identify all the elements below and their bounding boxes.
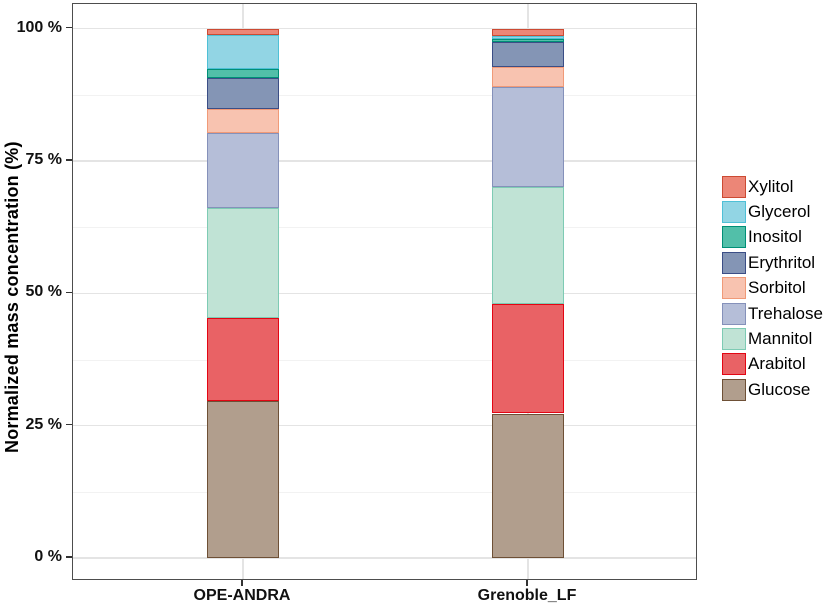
legend-item-sorbitol: Sorbitol (722, 276, 823, 301)
legend-label-glycerol: Glycerol (748, 202, 811, 222)
legend-item-glucose: Glucose (722, 377, 823, 402)
legend: Xylitol Glycerol Inositol Erythritol Sorbito… (722, 174, 823, 403)
bar-segment-grenoble-lf-mannitol (492, 187, 564, 304)
bar-segment-grenoble-lf-inositol (492, 39, 564, 43)
y-axis-tick (66, 159, 72, 161)
legend-label-erythritol: Erythritol (748, 252, 816, 272)
y-tick-label: 0 % (34, 548, 62, 565)
x-axis-tick (241, 580, 243, 586)
bar-segment-grenoble-lf-trehalose (492, 87, 564, 188)
legend-swatch-glycerol (722, 201, 746, 224)
gridline-major-h (73, 160, 696, 162)
legend-swatch-xylitol (722, 175, 746, 198)
gridline-major-h (73, 557, 696, 559)
y-tick-label: 75 % (25, 151, 62, 169)
bar-segment-ope-andra-mannitol (207, 207, 279, 318)
gridline-major-h (73, 292, 696, 295)
legend-item-mannitol: Mannitol (722, 326, 823, 351)
legend-swatch-mannitol (722, 328, 746, 351)
bar-segment-grenoble-lf-glucose (492, 413, 564, 558)
bar-segment-ope-andra-erythritol (207, 77, 279, 110)
gridline-minor-h (73, 227, 696, 229)
gridline-minor-h (73, 94, 696, 96)
gridline-minor-h (73, 491, 696, 493)
legend-label-sorbitol: Sorbitol (748, 278, 806, 298)
gridline-minor-h (73, 359, 696, 361)
y-axis-tick (66, 423, 72, 426)
bar-segment-grenoble-lf-glycerol (492, 35, 564, 40)
bar-segment-grenoble-lf-sorbitol (492, 66, 564, 88)
bar-segment-ope-andra-glucose (207, 400, 279, 558)
x-axis-tick (526, 580, 528, 586)
bar-segment-ope-andra-inositol (207, 68, 279, 78)
legend-label-inositol: Inositol (748, 227, 802, 247)
bar-segment-ope-andra-glycerol (207, 35, 279, 69)
legend-label-arabitol: Arabitol (748, 354, 806, 374)
y-tick-label: 25 % (25, 415, 62, 433)
x-tick-label-grenoble-lf: Grenoble_LF (477, 587, 577, 604)
bar-segment-grenoble-lf-xylitol (492, 28, 564, 36)
legend-item-arabitol: Arabitol (722, 352, 823, 377)
legend-label-mannitol: Mannitol (748, 329, 813, 349)
gridline-major-h (73, 27, 696, 30)
bar-segment-ope-andra-arabitol (207, 317, 279, 401)
y-tick-label: 100 % (16, 18, 62, 36)
legend-item-xylitol: Xylitol (722, 174, 823, 199)
y-axis-tick (66, 556, 72, 558)
bar-segment-grenoble-lf-erythritol (492, 42, 564, 67)
y-tick-label: 50 % (25, 283, 62, 301)
legend-item-erythritol: Erythritol (722, 250, 823, 275)
legend-label-glucose: Glucose (748, 379, 811, 399)
legend-swatch-inositol (722, 226, 746, 249)
legend-item-inositol: Inositol (722, 225, 823, 250)
bar-segment-ope-andra-trehalose (207, 132, 279, 208)
legend-swatch-sorbitol (722, 277, 746, 300)
y-axis-tick (66, 291, 72, 294)
legend-label-xylitol: Xylitol (748, 176, 794, 196)
gridline-major-h (73, 424, 696, 427)
y-axis-tick (66, 26, 72, 29)
plot-panel (72, 3, 697, 580)
bar-segment-ope-andra-xylitol (207, 28, 279, 36)
bar-segment-grenoble-lf-arabitol (492, 303, 564, 414)
legend-swatch-glucose (722, 378, 746, 401)
legend-swatch-arabitol (722, 353, 746, 376)
legend-item-glycerol: Glycerol (722, 199, 823, 224)
bar-segment-ope-andra-sorbitol (207, 109, 279, 133)
legend-label-trehalose: Trehalose (748, 303, 823, 323)
legend-swatch-erythritol (722, 251, 746, 274)
legend-swatch-trehalose (722, 302, 746, 325)
x-tick-label-ope-andra: OPE-ANDRA (193, 587, 291, 604)
legend-item-trehalose: Trehalose (722, 301, 823, 326)
